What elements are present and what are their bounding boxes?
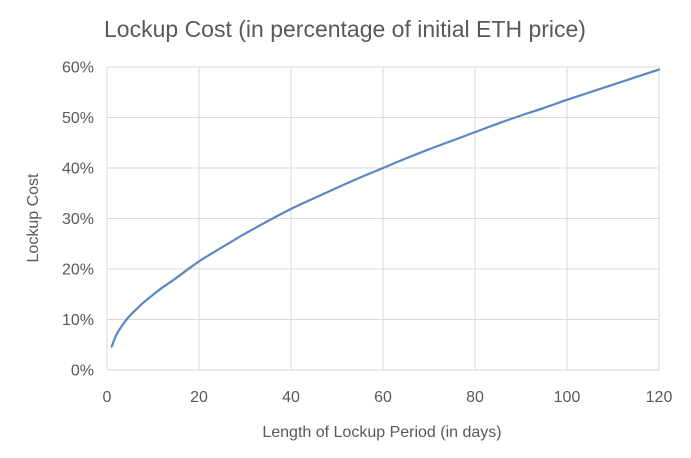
x-tick-label: 60 [374, 389, 392, 406]
gridlines [106, 66, 660, 371]
x-tick-label: 20 [190, 389, 208, 406]
x-tick-label: 120 [646, 389, 673, 406]
lockup-cost-line [110, 68, 661, 348]
y-tick-label: 30% [62, 211, 94, 228]
y-tick-label: 50% [62, 110, 94, 127]
x-tick-label: 40 [282, 389, 300, 406]
x-tick-label: 0 [103, 389, 112, 406]
chart-title: Lockup Cost (in percentage of initial ET… [104, 16, 586, 42]
y-tick-label: 0% [71, 363, 94, 380]
y-tick-label: 20% [62, 262, 94, 279]
y-axis-label: Lockup Cost [25, 173, 42, 262]
x-tick-label: 80 [466, 389, 484, 406]
y-tick-label: 60% [62, 60, 94, 77]
tick-labels: 0% 10% 20% 30% 40% 50% 60% 0 20 40 60 80 100 120 [62, 60, 672, 407]
y-tick-label: 10% [62, 312, 94, 329]
x-axis-label: Length of Lockup Period (in days) [262, 424, 501, 441]
x-tick-label: 100 [554, 389, 581, 406]
y-tick-label: 40% [62, 161, 94, 178]
series-layer [110, 68, 661, 348]
